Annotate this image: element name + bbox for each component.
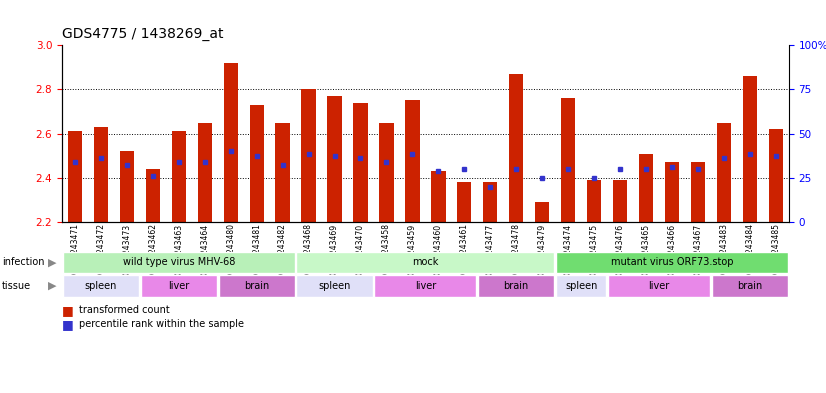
Text: infection: infection (2, 257, 44, 267)
Text: mutant virus ORF73.stop: mutant virus ORF73.stop (610, 257, 733, 267)
Bar (354, 103, 368, 222)
Bar (120, 151, 134, 222)
Text: liver: liver (648, 281, 670, 291)
Bar (587, 180, 601, 222)
Text: brain: brain (738, 281, 762, 291)
Bar (197, 123, 211, 222)
Bar (249, 105, 263, 222)
Text: brain: brain (504, 281, 529, 291)
Bar (665, 162, 679, 222)
Text: wild type virus MHV-68: wild type virus MHV-68 (122, 257, 235, 267)
Bar (145, 169, 160, 222)
Text: spleen: spleen (318, 281, 351, 291)
Text: spleen: spleen (565, 281, 597, 291)
Bar (275, 123, 290, 222)
Text: liver: liver (415, 281, 436, 291)
Text: percentile rank within the sample: percentile rank within the sample (79, 319, 244, 329)
Bar (224, 63, 238, 222)
Bar (93, 127, 108, 222)
Bar (509, 74, 524, 222)
Text: tissue: tissue (2, 281, 31, 291)
Bar (613, 180, 627, 222)
Bar (561, 98, 575, 222)
Text: ▶: ▶ (48, 281, 56, 291)
Bar (483, 182, 497, 222)
Bar (535, 202, 549, 222)
Bar (406, 101, 420, 222)
Bar (379, 123, 393, 222)
Text: spleen: spleen (85, 281, 117, 291)
Text: ■: ■ (62, 318, 74, 331)
Text: ▶: ▶ (48, 257, 56, 267)
Bar (717, 123, 731, 222)
Text: ■: ■ (62, 304, 74, 317)
Text: mock: mock (412, 257, 439, 267)
Text: GDS4775 / 1438269_at: GDS4775 / 1438269_at (62, 27, 224, 41)
Bar (327, 96, 342, 222)
Bar (431, 171, 445, 222)
Bar (769, 129, 783, 222)
Bar (301, 90, 316, 222)
Bar (68, 131, 82, 222)
Bar (691, 162, 705, 222)
Bar (638, 154, 653, 222)
Text: brain: brain (244, 281, 269, 291)
Bar (743, 76, 757, 222)
Bar (457, 182, 472, 222)
Bar (172, 131, 186, 222)
Text: liver: liver (169, 281, 189, 291)
Text: transformed count: transformed count (79, 305, 170, 316)
